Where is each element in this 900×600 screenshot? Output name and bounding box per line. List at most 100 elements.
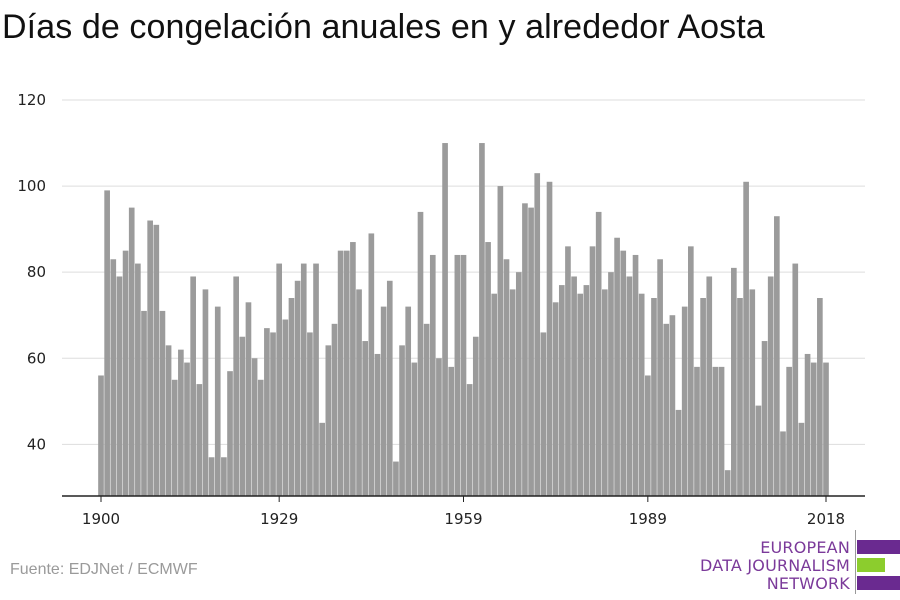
logo-divider [855, 530, 856, 594]
bar-1917 [202, 289, 209, 496]
x-tick-label: 1929 [260, 510, 298, 528]
bar-1987 [632, 254, 639, 496]
bar-1928 [270, 332, 276, 496]
bar-1941 [350, 242, 356, 496]
axes: 40 60 80 100 120 1900 1929 1959 1989 2018 [17, 91, 865, 528]
bar-1925 [251, 358, 258, 496]
bar-1906 [135, 263, 141, 496]
bar-1924 [245, 302, 252, 496]
bar-1983 [608, 272, 614, 496]
bar-1901 [104, 190, 110, 497]
bar-1948 [393, 461, 399, 496]
bar-1984 [614, 237, 620, 496]
bar-1938 [331, 323, 338, 496]
bar-1993 [669, 315, 676, 496]
bar-1911 [165, 345, 172, 496]
bar-1943 [362, 341, 369, 496]
bars [98, 143, 829, 497]
bar-1942 [356, 289, 362, 496]
bar-1954 [429, 254, 436, 496]
bar-1900 [98, 375, 104, 496]
bar-1994 [675, 409, 682, 496]
bar-1976 [565, 246, 571, 496]
bar-1961 [472, 336, 479, 496]
bar-1913 [178, 349, 184, 496]
bar-2009 [767, 276, 774, 496]
bar-2000 [712, 366, 719, 496]
bar-1991 [657, 259, 663, 496]
bar-1932 [294, 280, 301, 496]
bar-2001 [718, 366, 725, 496]
bar-1923 [239, 336, 246, 496]
bar-1947 [386, 280, 393, 496]
bar-1944 [368, 233, 375, 496]
bar-1999 [706, 276, 713, 496]
bar-1915 [190, 276, 196, 496]
bar-1949 [399, 345, 405, 496]
bar-1902 [110, 259, 117, 496]
bar-1986 [626, 276, 633, 496]
bar-1920 [221, 457, 227, 496]
bar-2003 [731, 267, 737, 496]
bar-1905 [128, 207, 135, 496]
bar-2015 [804, 353, 811, 496]
bar-1995 [681, 306, 688, 496]
x-tick-label: 1959 [444, 510, 482, 528]
bar-1953 [423, 323, 430, 496]
bar-1978 [577, 293, 584, 496]
bar-2006 [749, 289, 756, 496]
bar-1973 [546, 181, 553, 497]
bar-1959 [460, 254, 467, 496]
bar-1934 [307, 332, 313, 496]
bar-1951 [411, 362, 418, 496]
bar-1916 [196, 384, 203, 496]
bar-1903 [116, 276, 123, 496]
bar-1989 [644, 375, 651, 496]
bar-1971 [534, 173, 541, 496]
bar-2018 [823, 362, 829, 496]
edjnet-logo[interactable]: EUROPEAN DATA JOURNALISM NETWORK [700, 530, 900, 596]
bar-1963 [485, 242, 491, 496]
bar-1955 [436, 358, 442, 496]
bar-1996 [688, 246, 694, 496]
bar-1964 [491, 293, 498, 496]
bar-2008 [761, 341, 768, 496]
y-tick-label: 40 [27, 435, 46, 453]
bar-1968 [515, 272, 522, 496]
bar-2017 [817, 298, 823, 496]
bar-1909 [153, 224, 160, 496]
bar-1972 [540, 332, 547, 496]
bar-1919 [214, 306, 221, 496]
bar-2007 [755, 405, 762, 496]
bar-1966 [503, 259, 510, 496]
bar-1979 [583, 285, 590, 496]
bar-1933 [300, 263, 307, 496]
bar-1922 [233, 276, 239, 496]
bar-1939 [337, 250, 344, 496]
bar-1967 [509, 289, 516, 496]
source-note: Fuente: EDJNet / ECMWF [10, 561, 198, 578]
bar-1992 [663, 323, 670, 496]
bar-1956 [442, 143, 448, 497]
bar-2010 [774, 216, 780, 496]
bar-1981 [595, 211, 602, 497]
bar-1970 [528, 207, 534, 496]
bar-1962 [479, 143, 485, 497]
bar-1935 [313, 263, 319, 496]
bar-1990 [651, 298, 657, 496]
bar-1957 [448, 366, 455, 496]
bar-2013 [792, 263, 799, 496]
y-tick-label: 100 [17, 177, 46, 195]
bar-1982 [601, 289, 608, 496]
bar-1907 [141, 310, 147, 496]
bar-1914 [184, 362, 190, 496]
bar-1977 [571, 276, 577, 496]
bar-1910 [159, 310, 166, 496]
bar-2004 [737, 298, 743, 496]
logo-line-3: NETWORK [766, 574, 850, 593]
y-tick-label: 120 [17, 91, 46, 109]
y-tick-label: 60 [27, 349, 46, 367]
bar-1926 [257, 379, 264, 496]
logo-bar-3 [857, 576, 900, 590]
